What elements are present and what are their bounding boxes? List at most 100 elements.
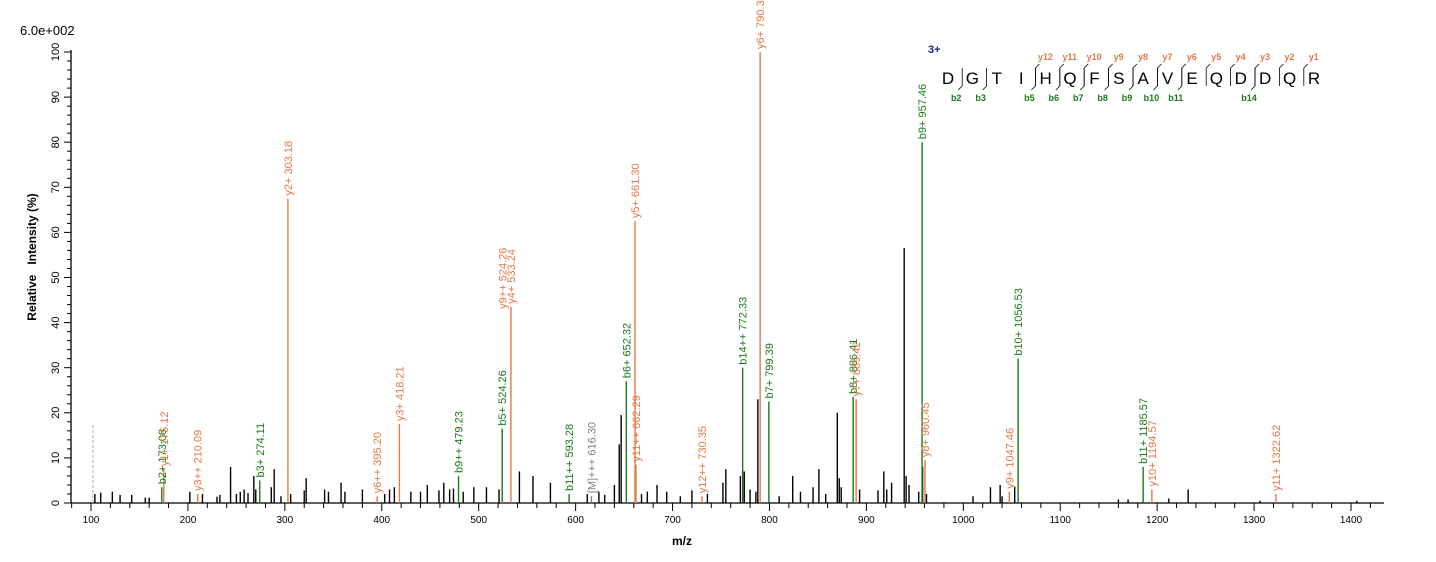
residue: A [1138,69,1150,88]
y-ion-marker: y9 [1114,52,1124,62]
b-ion-marker: b9 [1122,93,1133,103]
b-ion-marker: b8 [1097,93,1108,103]
peak-label: b10+ 1056.53 [1013,288,1025,356]
b-ion-marker: b5 [1024,93,1035,103]
peak-label: y10+ 1194.57 [1147,420,1159,486]
b-ion-marker: b3 [975,93,986,103]
y-tick-label: 0 [50,500,62,506]
y-ion-marker: y1 [1309,52,1319,62]
y-tick-label: 30 [50,362,62,374]
sequence-panel: 3+ [925,40,1345,110]
x-tick-label: 700 [664,515,681,526]
residue: Q [1210,69,1223,88]
x-tick-label: 800 [761,515,778,526]
y-tick-label: 80 [50,136,62,148]
b-ion-marker: b11 [1168,93,1183,103]
x-tick-label: 1000 [952,515,975,526]
x-tick-label: 500 [470,515,487,526]
peak-label: [M]+++ 616.30 [586,422,598,493]
b-ion-marker: b6 [1049,93,1060,103]
b-ion-marker: b2 [951,93,962,103]
residue: Q [1063,69,1076,88]
peak-label: y9++ 524.26 [498,248,510,309]
peak-label: y8+ 960.45 [920,402,932,457]
x-tick-label: 1400 [1340,515,1363,526]
y-tick-label: 100 [50,43,62,61]
residue: F [1089,69,1099,88]
y-tick-label: 20 [50,407,62,419]
residue: D [1259,69,1271,88]
y-ion-marker: y7 [1162,52,1172,62]
peak-label: b7+ 799.39 [764,343,776,398]
residue: G [966,69,979,88]
precursor-charge: 3+ [928,44,941,56]
axes: 0 10 20 30 40 50 60 70 80 90 100 100 200 300 400 500 600… [50,43,1384,526]
peak-label: y2+ 303.18 [283,141,295,196]
y-tick-label: 10 [50,452,62,464]
y-tick-label: 50 [50,271,62,283]
x-tick-label: 400 [373,515,390,526]
peak-label: y12++ 730.35 [697,426,709,493]
y-ion-marker: y3 [1260,52,1270,62]
b-ion-marker: b14 [1241,93,1257,103]
peak-label: b11++ 593.28 [564,424,576,491]
y-ion-marker: y4 [1236,52,1246,62]
x-tick-label: 1100 [1049,515,1071,526]
peak-label: b9++ 479.23 [454,411,466,473]
x-tick-label: 600 [567,515,584,526]
b-ion-marker: b7 [1073,93,1084,103]
peak-label: y11+ 1322.62 [1271,425,1283,491]
peak-label: y6++ 395.20 [372,432,384,493]
y-tick-label: 70 [50,181,62,193]
y-tick-label: 90 [50,91,62,103]
x-tick-label: 100 [83,515,100,526]
peaks-layer [92,52,1358,503]
peak-label: b11+ 1185.57 [1138,398,1150,464]
y-ion-marker: y5 [1211,52,1221,62]
peak-label: y1+ 175.12 [159,411,171,466]
peak-label: b8+ 886.41 [848,339,860,394]
peak-label: y4+ 533.24 [506,249,518,304]
residue: T [992,69,1002,88]
peak-label: b5+ 524.26 [497,370,509,425]
y-ion-marker: y11 [1063,52,1078,62]
y-ion-marker: y8 [1138,52,1148,62]
residue: Q [1283,69,1296,88]
peak-label: b6+ 652.32 [621,323,633,378]
y-ion-marker: y2 [1284,52,1294,62]
peak-label: y3+ 418.21 [394,366,406,421]
residue: E [1186,69,1197,88]
peak-label: b9+ 957.46 [917,84,929,139]
peak-label: b14++ 772.33 [738,297,750,365]
x-tick-label: 300 [277,515,294,526]
x-tick-label: 1200 [1146,515,1169,526]
peak-label: y9+ 1047.46 [1004,428,1016,489]
peak-label: b3+ 274.11 [255,423,267,478]
y-ion-marker: y10 [1087,52,1102,62]
intensity-scale-label: 6.0e+002 [20,23,75,38]
peak-label: y11++ 662.29 [631,395,643,461]
peak-label: y5+ 661.30 [630,163,642,218]
residue: D [1235,69,1247,88]
b-ion-marker: b10 [1144,93,1160,103]
x-tick-label: 200 [180,515,197,526]
residue: R [1308,69,1320,88]
x-axis-title: m/z [672,534,693,548]
residue: S [1113,69,1124,88]
y-tick-label: 60 [50,226,62,238]
peak-label: y6+ 790.39 [755,0,767,49]
residue: I [1019,69,1024,88]
peak-label: b2+ 173.08 [157,429,169,484]
y-ion-marker: y6 [1187,52,1197,62]
peak-label: y7+ 889.42 [851,342,863,397]
residue: D [942,69,954,88]
x-tick-label: 1300 [1243,515,1266,526]
y-ion-marker: y12 [1038,52,1053,62]
peak-label: y3++ 210.09 [193,430,205,491]
residue: V [1162,69,1174,88]
residue: H [1039,69,1051,88]
y-tick-label: 40 [50,316,62,328]
